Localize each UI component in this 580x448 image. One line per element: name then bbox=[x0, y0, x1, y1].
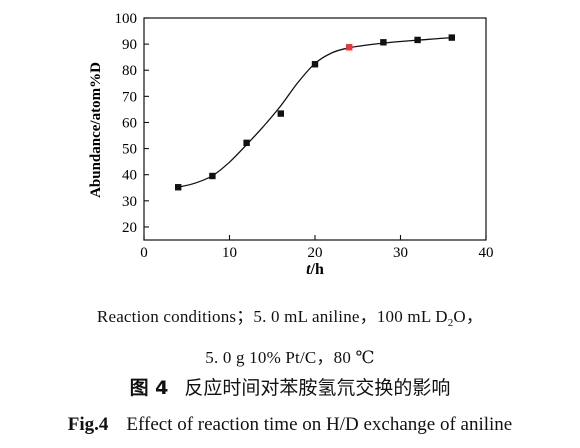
data-point bbox=[414, 36, 421, 44]
y-tick-label: 40 bbox=[122, 168, 137, 184]
data-point bbox=[380, 39, 387, 46]
x-tick-label: 40 bbox=[479, 245, 494, 261]
x-axis-label-unit: /h bbox=[310, 261, 324, 278]
figure-title-en: Effect of reaction time on H/D exchange … bbox=[126, 414, 513, 435]
x-axis-label-variable: t bbox=[306, 261, 311, 278]
data-point bbox=[277, 110, 284, 117]
data-point bbox=[243, 139, 250, 147]
figure-caption-english: Fig.4 Effect of reaction time on H/D exch… bbox=[0, 414, 580, 436]
fit-curve bbox=[178, 36, 452, 188]
data-markers bbox=[175, 34, 455, 191]
figure-number-cn: 图 4 bbox=[129, 377, 169, 399]
reaction-conditions-line-1: Reaction conditions；5. 0 mL aniline，100 … bbox=[0, 302, 580, 329]
conditions-subscript: 2 bbox=[447, 317, 454, 329]
y-tick-label: 80 bbox=[122, 63, 137, 79]
y-tick-label: 60 bbox=[122, 115, 137, 131]
figure-caption-chinese: 图 4 反应时间对苯胺氢氘交换的影响 bbox=[0, 373, 580, 400]
reaction-conditions-line-2: 5. 0 g 10% Pt/C，80 ℃ bbox=[205, 348, 375, 367]
y-tick-label: 20 bbox=[122, 220, 137, 236]
y-axis: 20 30 40 50 60 70 80 90 100 bbox=[115, 11, 149, 236]
x-tick-label: 0 bbox=[140, 245, 148, 261]
y-tick-label: 90 bbox=[122, 37, 137, 53]
x-axis: 0 10 20 30 40 bbox=[140, 235, 494, 261]
y-tick-label: 50 bbox=[122, 142, 137, 158]
data-point-highlighted bbox=[346, 44, 353, 51]
data-point bbox=[311, 61, 319, 68]
chart: 20 30 40 50 60 70 80 90 100 0 10 20 30 40 Abundance/… bbox=[88, 11, 494, 278]
plot-frame bbox=[143, 17, 487, 241]
y-axis-label: Abundance/atom%D bbox=[88, 62, 104, 198]
data-point bbox=[209, 172, 216, 180]
y-tick-label: 30 bbox=[122, 194, 137, 210]
data-point bbox=[175, 184, 182, 191]
x-axis-label: t/h bbox=[306, 261, 324, 278]
conditions-text-end: O， bbox=[453, 307, 484, 326]
conditions-text: Reaction conditions；5. 0 mL aniline，100 … bbox=[96, 307, 448, 326]
x-tick-label: 10 bbox=[222, 245, 237, 261]
figure-title-cn: 反应时间对苯胺氢氘交换的影响 bbox=[184, 377, 451, 399]
figure-number-en: Fig.4 bbox=[67, 414, 109, 435]
y-tick-label: 70 bbox=[122, 89, 137, 105]
x-tick-label: 30 bbox=[393, 245, 408, 261]
data-point bbox=[448, 34, 455, 41]
y-tick-label: 100 bbox=[115, 11, 138, 27]
x-tick-label: 20 bbox=[308, 245, 323, 261]
